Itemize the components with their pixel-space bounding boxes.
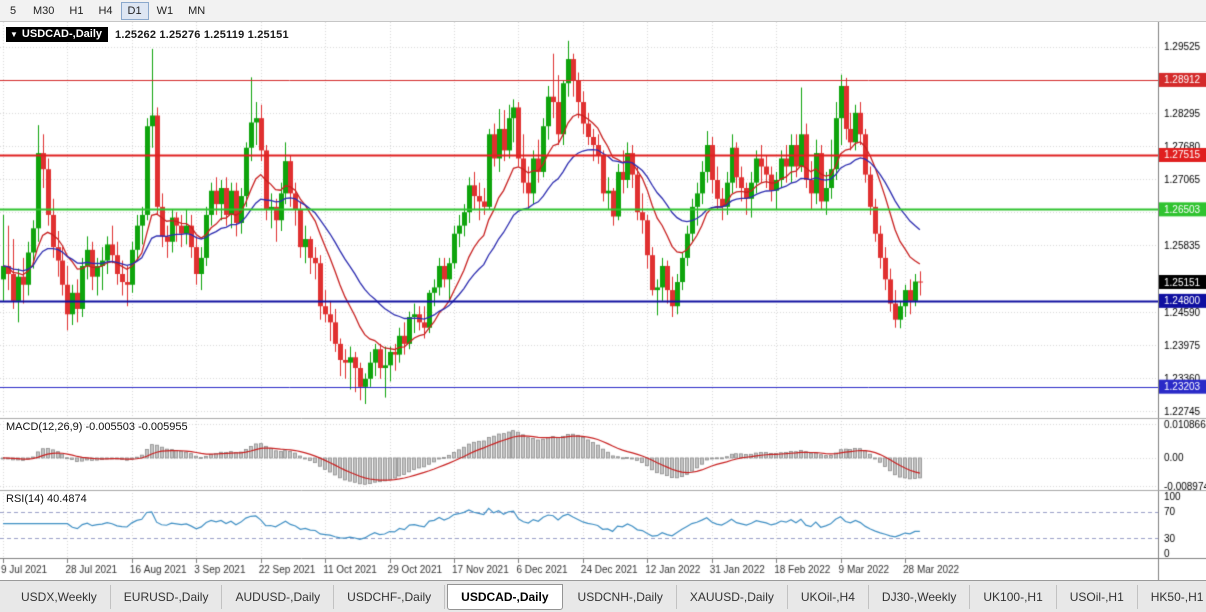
chart-tab-ukoil[interactable]: UKOil-,H4 bbox=[788, 584, 869, 609]
chart-tab-usdcnh[interactable]: USDCNH-,Daily bbox=[565, 584, 677, 609]
timeframe-button-w1[interactable]: W1 bbox=[150, 2, 181, 20]
chevron-down-icon: ▼ bbox=[10, 29, 18, 39]
chart-tab-audusd[interactable]: AUDUSD-,Daily bbox=[222, 584, 335, 609]
chart-tab-usdcad[interactable]: USDCAD-,Daily bbox=[447, 583, 563, 610]
chart-tab-hk50[interactable]: HK50-,H1 bbox=[1138, 585, 1206, 609]
timeframe-button-5[interactable]: 5 bbox=[1, 2, 25, 20]
chart-tab-usdx[interactable]: USDX,Weekly bbox=[8, 584, 111, 609]
timeframe-button-m30[interactable]: M30 bbox=[26, 2, 61, 20]
timeframe-button-h1[interactable]: H1 bbox=[62, 2, 90, 20]
chart-tab-eurusd[interactable]: EURUSD-,Daily bbox=[111, 584, 223, 609]
symbol-label: USDCAD-,Daily bbox=[21, 28, 102, 40]
timeframe-button-d1[interactable]: D1 bbox=[120, 1, 149, 20]
symbol-badge[interactable]: ▼ USDCAD-,Daily bbox=[6, 27, 108, 42]
chart-tabbar: USDX,Weekly EURUSD-,Daily AUDUSD-,Daily USD… bbox=[0, 580, 1206, 612]
timeframe-toolbar: 5 M30 H1 H4 D1 W1 MN bbox=[0, 0, 1206, 22]
chart-tab-usdchf[interactable]: USDCHF-,Daily bbox=[334, 584, 446, 609]
timeframe-button-h4[interactable]: H4 bbox=[91, 2, 119, 20]
chart-tab-dj30[interactable]: DJ30-,Weekly bbox=[869, 584, 971, 609]
timeframe-button-mn[interactable]: MN bbox=[181, 2, 212, 20]
chart-tab-usoil[interactable]: USOil-,H1 bbox=[1057, 584, 1138, 609]
chart-canvas[interactable] bbox=[0, 22, 1206, 580]
chart-tab-xauusd[interactable]: XAUUSD-,Daily bbox=[677, 584, 788, 609]
chart-tab-uk100[interactable]: UK100-,H1 bbox=[970, 584, 1057, 609]
